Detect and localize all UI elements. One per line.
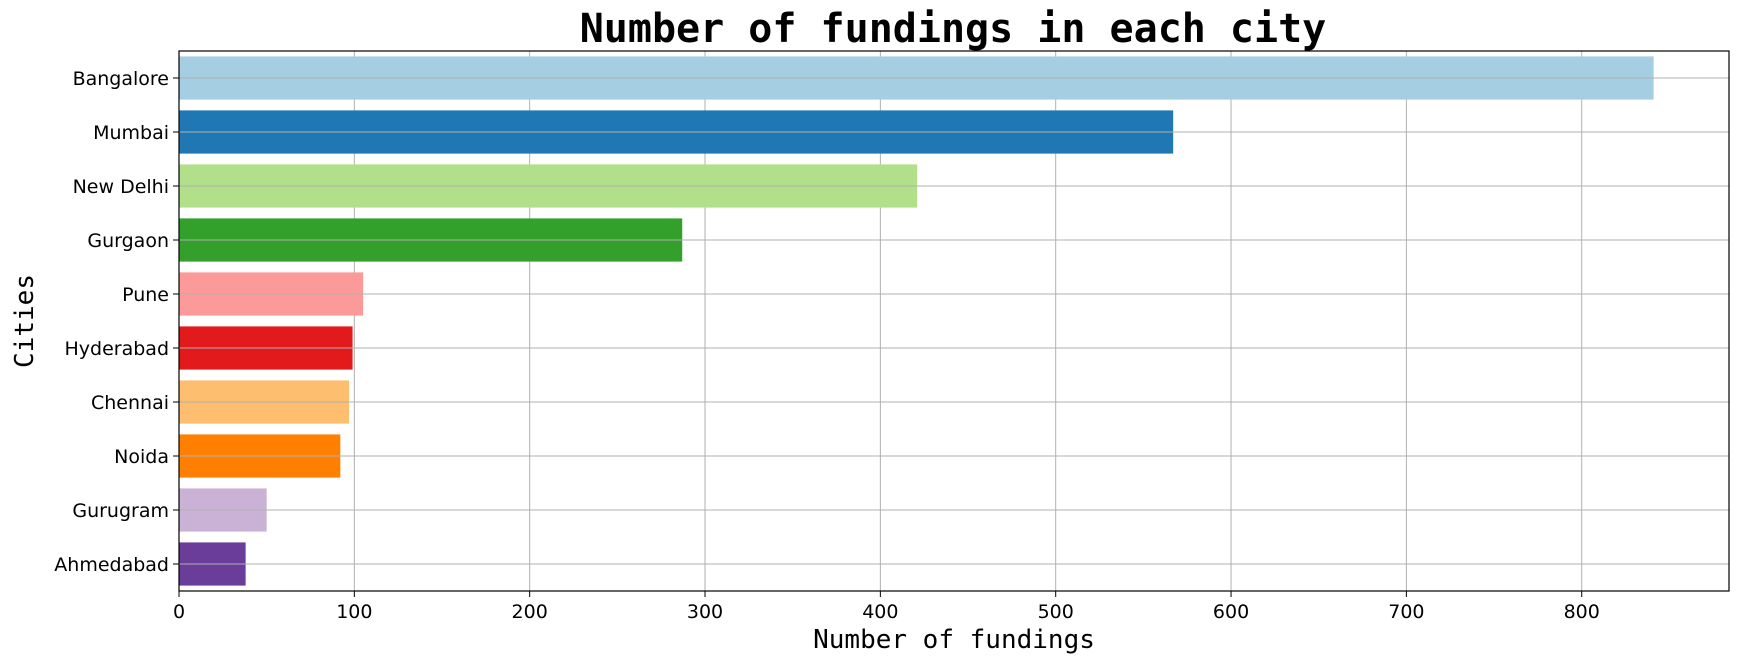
x-axis-label: Number of fundings (813, 625, 1095, 655)
y-tick-label: Gurugram (72, 500, 169, 522)
y-tick-label: Pune (122, 284, 169, 306)
plot-frame (178, 50, 1730, 592)
tick-layer: 0 100 200 300 400 500 600 700 800 Bangalore Mumbai… (54, 68, 1600, 623)
y-tick-label: Noida (114, 446, 169, 468)
y-tick-label: New Delhi (73, 176, 169, 198)
y-tick-label: Gurgaon (87, 230, 169, 252)
chart-title: Number of fundings in each city (580, 6, 1327, 52)
y-tick-label: Ahmedabad (54, 554, 169, 576)
y-tick-label: Chennai (91, 392, 169, 414)
y-tick-label: Bangalore (73, 68, 169, 90)
x-tick-label: 800 (1564, 601, 1600, 623)
bar-layer (179, 56, 1654, 586)
hgrid-layer (179, 77, 1729, 565)
x-tick-label: 300 (687, 601, 723, 623)
x-tick-label: 400 (862, 601, 898, 623)
x-tick-label: 0 (173, 601, 185, 623)
x-tick-label: 700 (1388, 601, 1424, 623)
x-tick-label: 200 (512, 601, 548, 623)
y-axis-label: Cities (10, 274, 40, 368)
x-tick-label: 600 (1213, 601, 1249, 623)
y-tick-label: Mumbai (93, 122, 169, 144)
y-tick-label: Hyderabad (65, 338, 170, 360)
x-tick-label: 100 (336, 601, 372, 623)
x-tick-label: 500 (1038, 601, 1074, 623)
